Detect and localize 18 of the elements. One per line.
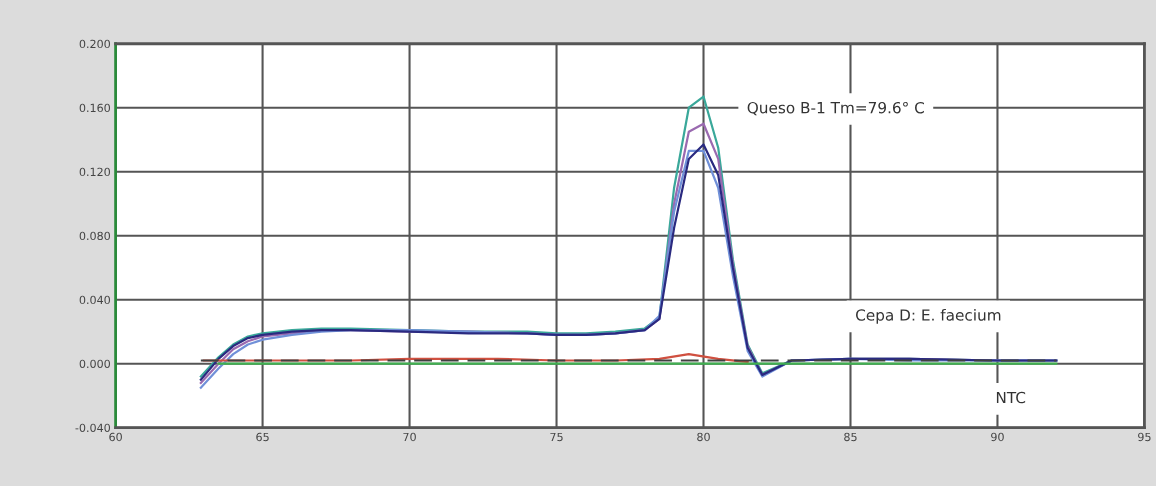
x-tick-label: 95 <box>1138 432 1151 442</box>
x-tick-label: 60 <box>109 432 122 442</box>
annotation: NTC <box>996 391 1026 404</box>
y-tick-label: 0.160 <box>79 103 110 113</box>
x-tick-label: 90 <box>991 432 1004 442</box>
annotation: Cepa D: E. faecium <box>856 308 1001 324</box>
y-tick-label: 0.040 <box>79 295 110 305</box>
y-tick-label: 0.200 <box>79 39 110 49</box>
y-tick-label: 0.000 <box>79 359 110 369</box>
y-tick-label: 0.080 <box>79 231 110 241</box>
x-tick-label: 85 <box>844 432 857 442</box>
x-tick-label: 65 <box>256 432 269 442</box>
x-tick-label: 75 <box>550 432 563 442</box>
annotation: Queso B-1 Tm=79.6° C <box>747 101 924 116</box>
y-tick-label: 0.120 <box>79 167 110 177</box>
x-tick-label: 80 <box>697 432 710 442</box>
y-tick-label: -0.040 <box>75 423 110 433</box>
x-tick-label: 70 <box>403 432 416 442</box>
